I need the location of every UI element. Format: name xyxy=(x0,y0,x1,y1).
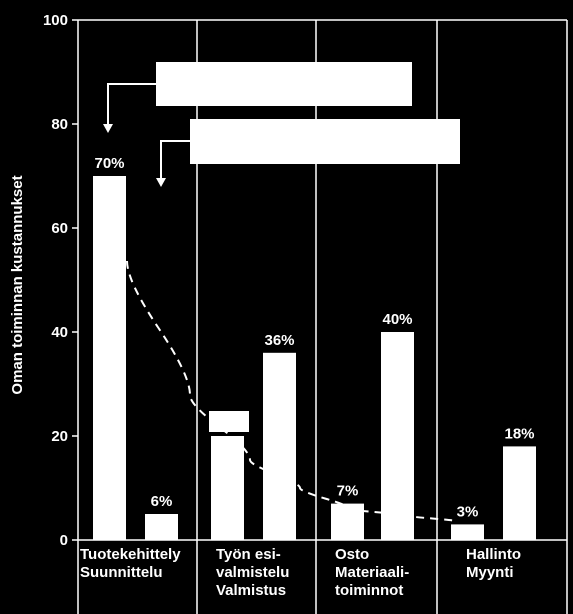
y-tick-label: 20 xyxy=(51,428,68,445)
trend-curve-path xyxy=(126,260,456,522)
blank-label-box xyxy=(190,119,460,164)
data-label: 6% xyxy=(151,493,173,510)
trend-curve xyxy=(126,260,456,522)
category-label-line: Työn esi- xyxy=(216,546,281,563)
bar xyxy=(381,332,414,540)
blank-label-boxes xyxy=(103,62,460,432)
data-labels: 70% 7% 3% 6% 36% 40% 18% xyxy=(94,155,534,520)
category-label-line: Osto xyxy=(335,546,369,563)
category-labels: Tuotekehittely Suunnittelu Työn esi-valmis… xyxy=(80,546,521,599)
data-label: 70% xyxy=(94,155,124,172)
data-label: 36% xyxy=(264,332,294,349)
category-label: Osto Materiaali-toiminnot xyxy=(335,546,409,599)
category-label-line: Tuotekehittely xyxy=(80,546,181,563)
y-tick-label: 0 xyxy=(60,532,68,549)
category-label-line: Valmistus xyxy=(216,582,286,599)
category-label: Tuotekehittely Suunnittelu xyxy=(80,546,181,581)
pointer-arrow xyxy=(160,140,190,180)
category-label-line: Hallinto xyxy=(466,546,521,563)
category-label-line: Materiaali- xyxy=(335,564,409,581)
category-label-line: Suunnittelu xyxy=(80,564,163,581)
bar xyxy=(503,446,536,540)
pointer-arrowhead xyxy=(103,124,113,133)
y-tick-label: 100 xyxy=(43,12,68,29)
data-label: 40% xyxy=(382,311,412,328)
y-tick-label: 60 xyxy=(51,220,68,237)
category-label: Työn esi-valmistelu Valmistus xyxy=(216,546,289,599)
y-axis-label: Oman toiminnan kustannukset xyxy=(9,175,26,394)
y-tick-label: 40 xyxy=(51,324,68,341)
data-label: 18% xyxy=(504,425,534,442)
bars xyxy=(93,176,536,540)
pointer-arrow xyxy=(107,83,156,126)
category-label-line: toiminnot xyxy=(335,582,403,599)
bar xyxy=(211,436,244,540)
category-label-line: valmistelu xyxy=(216,564,289,581)
data-label: 3% xyxy=(457,503,479,520)
bar xyxy=(331,503,364,540)
data-label: 7% xyxy=(337,483,359,500)
blank-label-box xyxy=(156,62,412,106)
bar xyxy=(451,524,484,540)
bar xyxy=(263,352,296,540)
bar xyxy=(93,176,126,540)
category-label: Hallinto Myynti xyxy=(466,546,521,581)
y-tick-label: 80 xyxy=(51,116,68,133)
category-label-line: Myynti xyxy=(466,564,514,581)
pointer-arrowhead xyxy=(156,178,166,187)
annotation-box xyxy=(209,411,249,432)
bar xyxy=(145,514,178,540)
y-axis: 0 20 40 60 80 100 xyxy=(43,12,567,614)
